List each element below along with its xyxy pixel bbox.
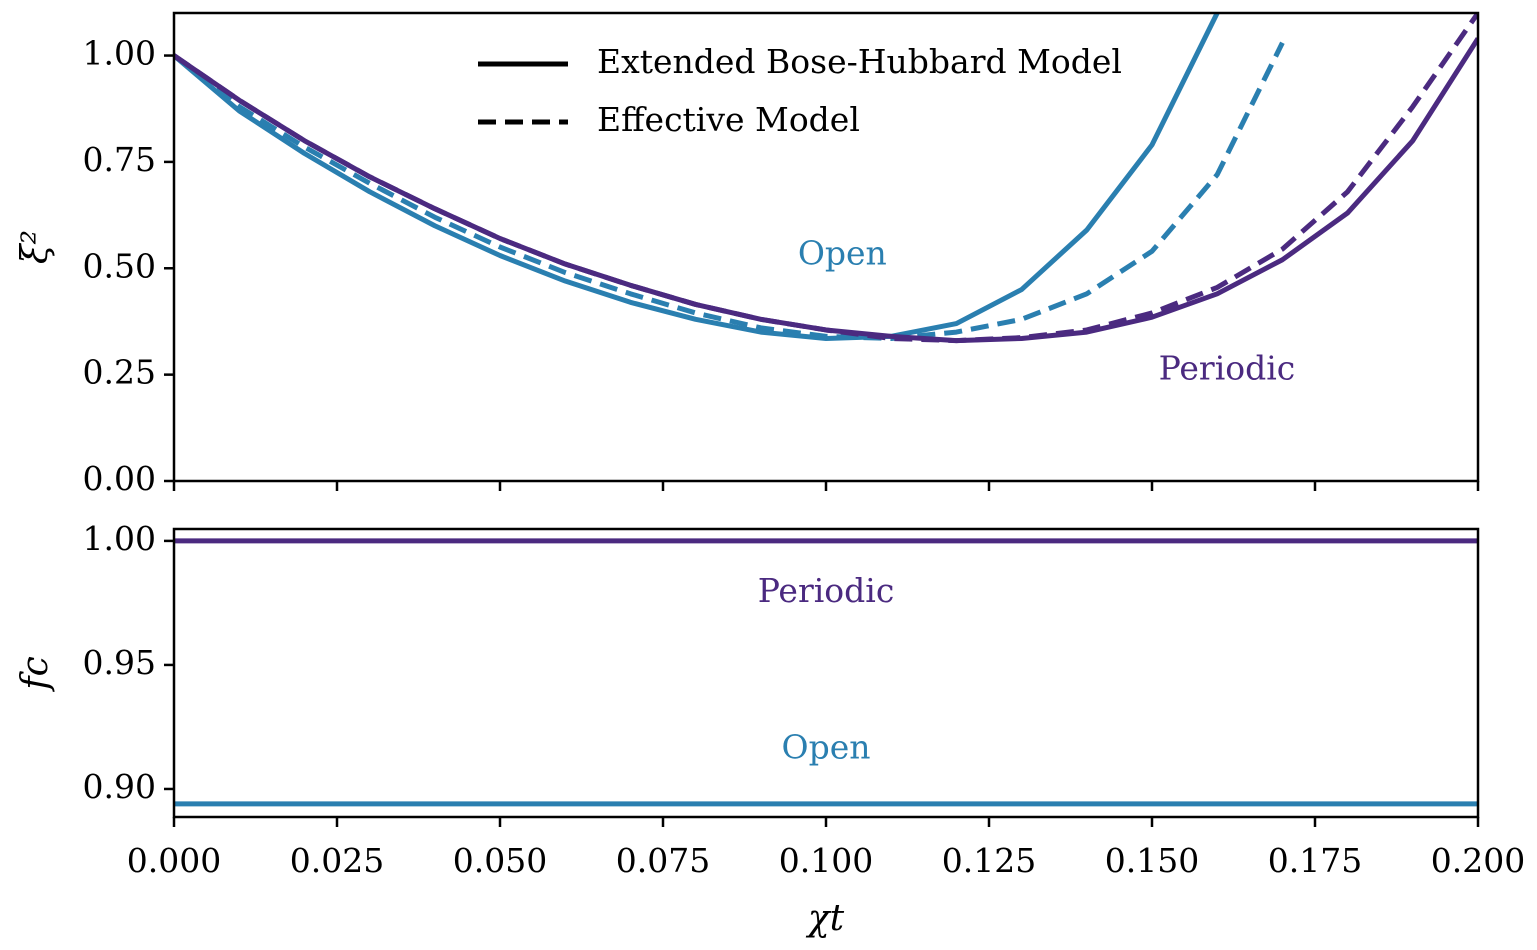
legend-label: Effective Model bbox=[597, 100, 860, 139]
y-tick-label: 1.00 bbox=[83, 34, 156, 73]
x-tick-label: 0.000 bbox=[127, 841, 221, 880]
y-axis-label: fc bbox=[15, 656, 56, 693]
x-tick-label: 0.175 bbox=[1268, 841, 1362, 880]
y-tick-label: 0.95 bbox=[83, 643, 156, 682]
x-tick-label: 0.200 bbox=[1431, 841, 1525, 880]
x-tick-label: 0.050 bbox=[453, 841, 547, 880]
y-tick-label: 0.90 bbox=[83, 767, 156, 806]
x-tick-label: 0.150 bbox=[1105, 841, 1199, 880]
x-tick-label: 0.025 bbox=[290, 841, 384, 880]
y-axis-label: ξ² bbox=[15, 230, 56, 264]
annotation: Open bbox=[782, 727, 871, 766]
x-axis-label: χt bbox=[805, 898, 845, 939]
x-tick-label: 0.100 bbox=[779, 841, 873, 880]
plot-area bbox=[174, 13, 1478, 344]
y-tick-label: 0.75 bbox=[83, 140, 156, 179]
annotation: Periodic bbox=[758, 571, 895, 610]
x-tick-label: 0.125 bbox=[942, 841, 1036, 880]
y-tick-label: 1.00 bbox=[83, 519, 156, 558]
annotation: Open bbox=[798, 234, 887, 273]
y-tick-label: 0.50 bbox=[83, 246, 156, 285]
annotation: Periodic bbox=[1159, 348, 1296, 387]
legend-label: Extended Bose-Hubbard Model bbox=[597, 42, 1122, 81]
plot-area bbox=[174, 538, 1478, 807]
x-tick-label: 0.075 bbox=[616, 841, 710, 880]
axes-frame bbox=[172, 11, 1480, 483]
series-line bbox=[174, 13, 1478, 344]
y-tick-label: 0.25 bbox=[83, 353, 156, 392]
y-tick-label: 0.00 bbox=[83, 459, 156, 498]
axes-frame bbox=[172, 527, 1480, 819]
series-line bbox=[174, 41, 1285, 341]
series-line bbox=[174, 13, 1220, 341]
